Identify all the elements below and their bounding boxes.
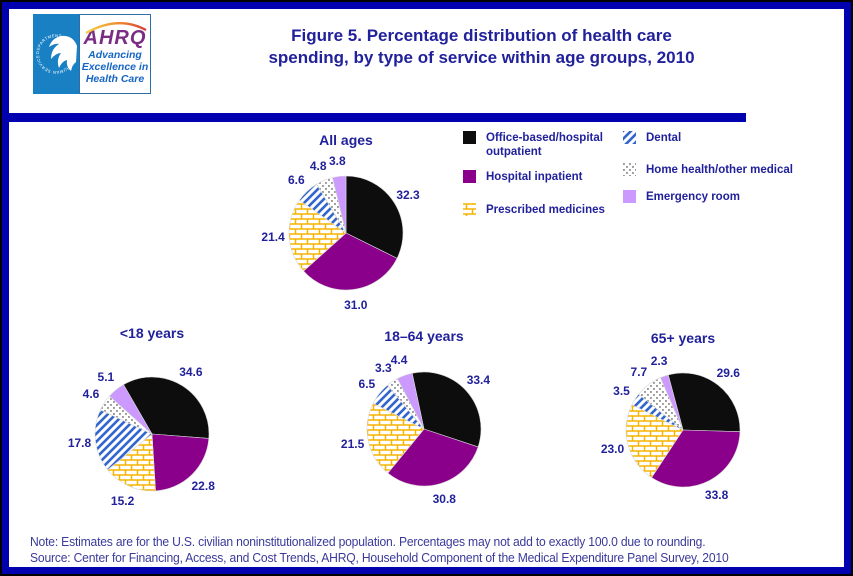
pie-2-value-label-0: 33.4 [466, 373, 491, 388]
pie-2-slice-1 [387, 428, 479, 487]
pie-0-slice-0 [345, 175, 404, 259]
pie-1-value-label-2: 15.2 [110, 493, 135, 508]
legend-label: Prescribed medicines [486, 204, 605, 216]
legend-label: Hospital inpatient [486, 171, 583, 183]
legend-label: Emergency room [646, 191, 740, 203]
pie-2-slice-5 [396, 372, 425, 430]
figure-content: DEPARTMENT OF HEALTH & HUMAN SERVICES • … [9, 9, 844, 567]
header-divider-bar [9, 113, 746, 122]
hhs-eagle-body [49, 35, 77, 71]
pie-2-value-label-3: 6.5 [358, 376, 376, 391]
pie-3-value-label-1: 33.8 [704, 487, 729, 502]
legend-label: Office-based/hospital outpatient [486, 132, 603, 158]
legend-swatch-icon [623, 190, 636, 203]
pie-2-value-label-2: 21.5 [340, 437, 365, 452]
pie-1-value-label-5: 5.1 [97, 370, 115, 385]
tagline-line-2: Excellence in [81, 61, 149, 73]
hhs-seal: DEPARTMENT OF HEALTH & HUMAN SERVICES • … [31, 10, 79, 94]
legend-label: Home health/other medical [646, 164, 793, 176]
pie-1-slice-1 [151, 433, 210, 492]
pie-0-slice-5 [332, 175, 347, 234]
legend-item-2: Prescribed medicines [463, 203, 616, 217]
pie-0-value-label-0: 32.3 [396, 187, 420, 202]
pie-0-value-label-5: 3.8 [328, 153, 346, 168]
pie-0-value-label-4: 4.8 [309, 158, 327, 173]
pie-3-value-label-3: 3.5 [613, 383, 630, 398]
rainbow-arc-icon [85, 21, 147, 35]
pie-0-slice-1 [303, 232, 398, 291]
pie-title-2: 18–64 years [384, 328, 464, 344]
pie-0-slice-2 [288, 199, 347, 272]
pie-1-value-label-1: 22.8 [191, 479, 215, 493]
legend-swatch-icon [623, 163, 636, 176]
legend-swatch-icon [463, 203, 476, 216]
figure-title: Figure 5. Percentage distribution of hea… [209, 25, 754, 69]
pie-title-1: <18 years [119, 325, 185, 341]
pie-chart-1 [94, 376, 210, 492]
ahrq-wordmark: AHRQ [83, 27, 147, 49]
legend-item-3: Dental [623, 131, 824, 145]
pie-1-value-label-4: 4.6 [82, 386, 100, 401]
pie-3-value-label-0: 29.6 [716, 365, 740, 380]
legend-swatch-icon [463, 131, 476, 144]
legend-item-1: Hospital inpatient [463, 170, 616, 184]
pie-chart-0 [288, 175, 404, 291]
pie-1-slice-3 [94, 409, 153, 471]
pie-1-slice-5 [108, 384, 153, 435]
tagline-line-3: Health Care [85, 73, 145, 85]
legend-item-4: Home health/other medical [623, 163, 824, 177]
pie-3-slice-0 [667, 372, 741, 432]
hhs-eagle-icon: DEPARTMENT OF HEALTH & HUMAN SERVICES • … [31, 10, 77, 75]
source-text: Source: Center for Financing, Access, an… [30, 551, 729, 565]
legend-item-5: Emergency room [623, 190, 824, 204]
pie-3-value-label-2: 23.0 [600, 442, 625, 456]
pie-chart-2 [366, 371, 482, 487]
pie-1-slice-0 [123, 376, 210, 439]
pie-0-value-label-3: 6.6 [287, 172, 305, 187]
figure-title-line-1: Figure 5. Percentage distribution of hea… [291, 26, 672, 45]
tagline-line-1: Advancing [88, 49, 142, 61]
ahrq-hhs-logo: DEPARTMENT OF HEALTH & HUMAN SERVICES • … [31, 10, 151, 94]
pie-chart-3 [625, 372, 741, 488]
pie-title-0: All ages [319, 132, 373, 148]
pie-3-value-label-5: 2.3 [650, 354, 668, 368]
pie-1-value-label-0: 34.6 [179, 365, 203, 380]
pie-title-3: 65+ years [650, 330, 716, 346]
pie-2-value-label-4: 3.3 [375, 361, 392, 376]
legend-swatch-icon [463, 170, 476, 183]
figure-title-line-2: spending, by type of service within age … [268, 48, 695, 67]
legend-label: Dental [646, 132, 682, 144]
legend-item-0: Office-based/hospital outpatient [463, 131, 616, 159]
pie-1-value-label-3: 17.8 [67, 435, 92, 450]
ahrq-logo-box: AHRQ Advancing Excellence in Health Care [79, 14, 151, 94]
legend-swatch-icon [623, 131, 636, 144]
pie-2-value-label-5: 4.4 [390, 353, 408, 368]
ahrq-tagline: Advancing Excellence in Health Care [80, 49, 150, 85]
pie-2-value-label-1: 30.8 [432, 492, 456, 507]
pie-2-slice-0 [411, 371, 482, 448]
pie-3-value-label-4: 7.7 [630, 364, 648, 379]
pie-2-slice-2 [366, 402, 425, 474]
pie-3-slice-5 [660, 374, 684, 431]
pie-0-value-label-2: 21.4 [261, 230, 285, 245]
pie-1-slice-2 [107, 433, 156, 492]
note-text: Note: Estimates are for the U.S. civilia… [30, 535, 706, 549]
pie-0-value-label-1: 31.0 [344, 298, 368, 313]
pie-3-slice-2 [625, 404, 684, 478]
